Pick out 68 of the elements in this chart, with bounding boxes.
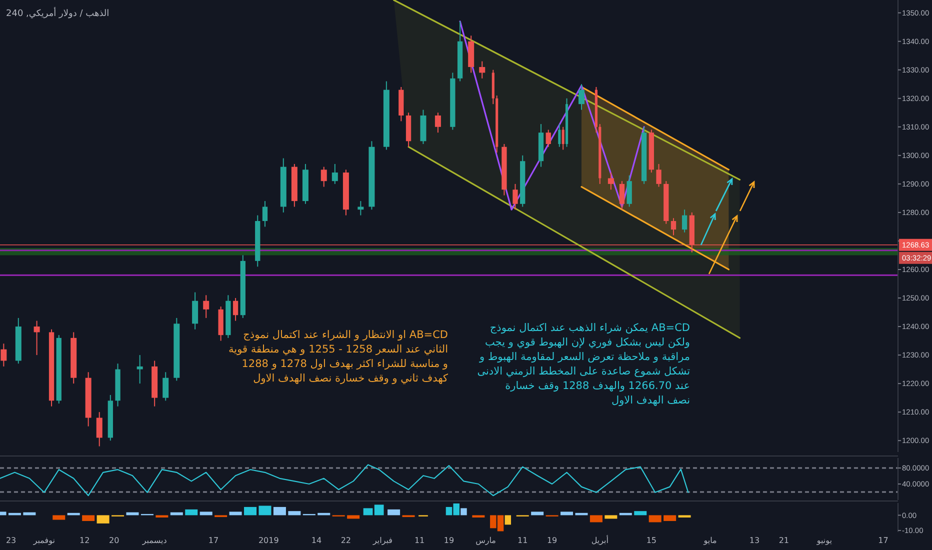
bar [96,515,110,524]
x-tick-label: فبراير [372,536,393,545]
candlestick [262,200,268,228]
bar [229,512,242,516]
x-tick-label: 23 [6,536,16,545]
x-tick-label: مارس [476,536,496,545]
x-tick-label: 2019 [258,536,279,545]
x-tick-label: نوفمبر [32,536,55,545]
bar [388,509,400,516]
bar [590,515,602,522]
bar [288,511,301,516]
x-tick-label: ديسمبر [141,536,168,545]
bar [648,515,662,522]
x-tick-label: 13 [749,536,760,545]
x-tick-label: أبريل [591,535,608,545]
bar [634,511,647,516]
x-tick-label: 22 [340,536,352,545]
candlestick [192,292,198,330]
line-series [0,464,689,496]
candlestick [546,129,551,148]
x-tick-label: يونيو [816,536,832,545]
x-tick-label: 11 [414,536,425,545]
candlestick [434,112,441,134]
candlestick [512,183,518,210]
x-tick-label: 21 [778,536,790,545]
candlestick [608,172,614,190]
candlestick [626,174,632,208]
bar [52,515,66,520]
bar [273,506,286,516]
annotation: AB=CD يمكن شراء الذهب عند اكتمال نموذج ولكن ليس بشكل فوري لإن الهبوط قوي و يجب مراقبة و ملاحظة تعرض السعر لمقاومة الهبوط و تشكل شموع صاعدة على المخطط الزمني الادنى عند 1266.70 والهدف 1288 وقف خسارة نصف الهدف الاول [477,322,690,406]
x-tick-label: 17 [878,536,888,545]
candlestick [96,412,102,447]
x-tick-label: 20 [108,536,120,545]
x-tick-label: 14 [311,536,322,545]
candlestick [332,163,338,184]
bar [244,506,257,516]
candlestick [0,343,7,367]
bar [560,512,574,516]
bar [604,515,618,519]
x-tick-label: 19 [546,536,558,545]
bar [185,509,198,516]
candlestick [479,60,486,79]
candlestick [578,84,584,110]
candlestick [619,180,625,210]
bar [82,515,95,522]
candlestick [34,320,40,356]
candlestick [136,354,143,384]
candlestick [320,166,327,188]
bar [347,515,360,519]
line-series [459,20,645,210]
candlestick [670,218,676,236]
x-tick-label: 17 [208,536,219,545]
x-tick-label: 15 [646,536,657,545]
x-tick-label: 19 [444,536,454,545]
candlestick [232,298,238,322]
text: الذهب / دولار أمريكي, 240 [6,7,110,19]
candlestick [682,209,688,233]
x-tick-label: 11 [518,536,528,545]
bar [664,515,676,522]
x-tick-label: 12 [80,536,90,545]
bar [531,512,544,516]
bar [200,512,212,516]
candlestick [203,294,210,318]
candlestick [162,372,169,402]
bar [258,506,272,516]
annotation: AB=CD او الانتظار و الشراء عند اكتمال نموذج الثاني عند السعر 1258 - 1255 و هي منطقة قوية و مناسبة للشراء اكثر بهدف اول 1278 و 1288 كهدف ثاني و وقف خسارة نصف الهدف الاول [228,329,448,384]
candlestick [656,163,662,188]
x-tick-label: مايو [702,536,717,545]
